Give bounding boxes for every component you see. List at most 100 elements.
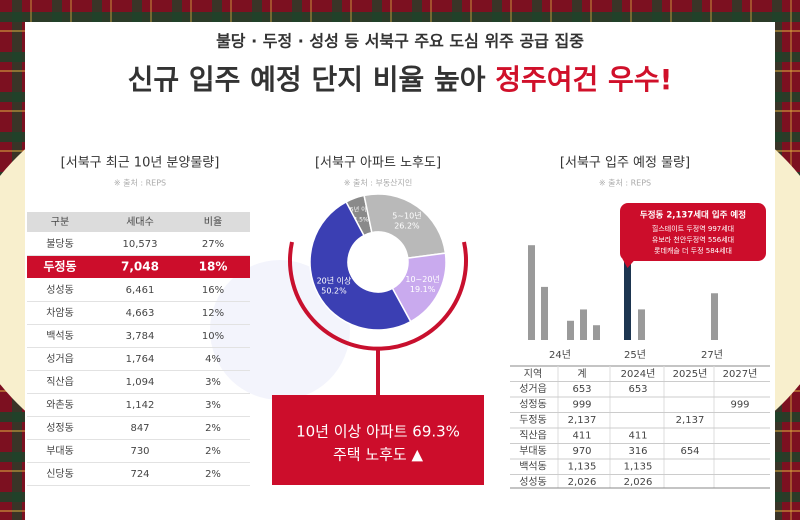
column-header: 2027년: [723, 368, 758, 380]
table-cell: 847: [130, 423, 149, 434]
table-cell: 2%: [205, 469, 221, 480]
table-cell: 2,137: [676, 415, 705, 426]
callout-text: 주택 노후도 ▲: [333, 446, 424, 464]
table-cell: 3%: [205, 400, 221, 411]
table-cell: 백석동: [46, 330, 74, 342]
table-cell: 16%: [202, 285, 224, 296]
table-cell: 4,663: [126, 308, 155, 319]
callout-text: 10년 이상 아파트 69.3%: [296, 423, 460, 441]
column-header: 구분: [51, 216, 69, 228]
table-cell: 2,026: [568, 477, 597, 488]
table-cell: 1,142: [126, 400, 155, 411]
group-label: 25년: [624, 349, 646, 361]
bar: [528, 245, 535, 340]
table-cell: 6,461: [126, 285, 155, 296]
ring-arc: [288, 241, 468, 351]
table-cell: 3,784: [126, 331, 155, 342]
table-cell: 성정동: [519, 399, 547, 411]
segment-value: 50.2%: [321, 286, 347, 295]
segment-label: 5~10년: [392, 211, 421, 221]
table-cell: 18%: [199, 260, 228, 274]
bar: [580, 309, 587, 340]
column-header: 2025년: [673, 368, 708, 380]
table-cell: 성정동: [46, 422, 74, 434]
table-cell: 653: [628, 384, 647, 395]
table-cell: 999: [572, 400, 591, 411]
callout-pointer: [622, 259, 636, 268]
column-header: 계: [577, 368, 586, 380]
bar-callout-line: 힐스테이트 두정역 997세대: [652, 224, 734, 233]
table-cell: 653: [572, 384, 591, 395]
table-cell: 1,135: [568, 462, 597, 473]
table-cell: 3%: [205, 377, 221, 388]
segment-label: 20년 이상: [317, 275, 352, 285]
table-cell: 부대동: [46, 445, 74, 457]
bar: [541, 286, 548, 340]
bar-callout-line: 롯데캐슬 더 두정 584세대: [654, 246, 732, 255]
panel-source: ※ 출처 : REPS: [599, 178, 651, 188]
table-cell: 970: [572, 446, 591, 457]
table-cell: 654: [680, 446, 699, 457]
table-cell: 차암동: [46, 307, 74, 319]
table-cell: 와촌동: [46, 399, 74, 411]
panel-title: [서북구 아파트 노후도]: [315, 156, 441, 171]
table-cell: 두정동: [519, 414, 547, 426]
table-cell: 직산읍: [46, 376, 74, 388]
bar: [711, 293, 718, 340]
table-cell: 999: [730, 400, 749, 411]
title-main: 신규 입주 예정 단지 비율 높아: [128, 63, 486, 96]
bar-callout-line: 유보라 천안두정역 556세대: [652, 235, 734, 244]
panel-title: [서북구 입주 예정 물량]: [560, 156, 690, 171]
table-cell: 411: [572, 431, 591, 442]
bar-callout-title: 두정동 2,137세대 입주 예정: [640, 210, 746, 221]
column-header: 세대수: [126, 216, 154, 228]
table-cell: 2,137: [568, 415, 597, 426]
table-cell: 316: [628, 446, 647, 457]
column-header: 2024년: [621, 368, 656, 380]
table-cell: 12%: [202, 308, 224, 319]
segment-value: 19.1%: [410, 285, 436, 294]
panel-title: [서북구 최근 10년 분양물량]: [61, 156, 220, 171]
table-cell: 1,135: [624, 462, 653, 473]
bar: [624, 240, 631, 340]
group-label: 24년: [549, 349, 571, 361]
panel-source: ※ 출처 : 부동산지인: [344, 178, 413, 188]
column-header: 지역: [524, 368, 542, 380]
donut-segment: [363, 193, 447, 259]
column-header: 비율: [204, 216, 222, 228]
table-cell: 4%: [205, 354, 221, 365]
bar: [638, 309, 645, 340]
table-cell: 2,026: [624, 477, 653, 488]
panel-source: ※ 출처 : REPS: [114, 178, 166, 188]
segment-label: 5년 이내: [350, 205, 372, 213]
table-cell: 730: [130, 446, 149, 457]
table-cell: 10%: [202, 331, 224, 342]
table-cell: 성성동: [46, 284, 74, 296]
bar: [567, 320, 574, 340]
table-cell: 7,048: [121, 260, 159, 274]
table-cell: 411: [628, 431, 647, 442]
bar: [593, 325, 600, 340]
deco: [210, 260, 350, 400]
table-cell: 성거읍: [519, 383, 547, 395]
table-cell: 성성동: [519, 476, 547, 488]
table-cell: 10,573: [123, 239, 158, 250]
group-label: 27년: [701, 349, 723, 361]
segment-value: 26.2%: [394, 222, 420, 231]
table-cell: 두정동: [43, 259, 76, 274]
table-header: [27, 212, 250, 232]
bar-callout: [620, 203, 766, 261]
donut-segment: [309, 200, 412, 331]
table-cell: 2%: [205, 423, 221, 434]
table-cell: 부대동: [519, 445, 547, 457]
table-cell: 불당동: [46, 238, 74, 250]
subtitle: 불당 · 두정 · 성성 등 서북구 주요 도심 위주 공급 집중: [216, 32, 584, 51]
table-cell: 724: [130, 469, 149, 480]
table-cell: 2%: [205, 446, 221, 457]
callout-box: [272, 395, 484, 485]
table-cell: 신당동: [46, 468, 74, 480]
highlight-row: [27, 256, 250, 278]
segment-label: 10~20년: [405, 274, 439, 284]
